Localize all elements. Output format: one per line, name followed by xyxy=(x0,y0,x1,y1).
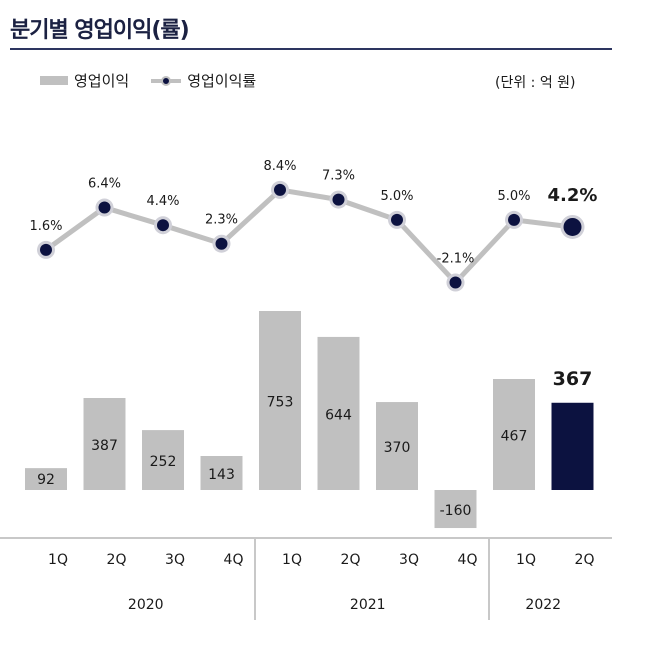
title-underline xyxy=(10,48,612,50)
rate-line xyxy=(44,187,573,287)
legend: 영업이익 영업이익률 xyxy=(40,70,256,91)
rate-marker xyxy=(508,213,520,226)
x-tick-label: 1Q xyxy=(48,552,68,568)
x-group-label: 2022 xyxy=(525,597,561,613)
rate-data-label: 8.4% xyxy=(263,159,296,174)
rate-data-label: 7.3% xyxy=(322,169,355,184)
bar-data-label: 644 xyxy=(325,407,352,423)
x-group-label: 2020 xyxy=(128,597,164,613)
x-tick-label: 2Q xyxy=(341,552,361,568)
bar-data-label: 252 xyxy=(150,454,177,470)
x-tick-label: 2Q xyxy=(575,552,595,568)
rate-marker xyxy=(157,219,169,232)
rate-data-label: 5.0% xyxy=(497,189,530,204)
x-tick-label: 4Q xyxy=(224,552,244,568)
unit-label: (단위 : 억 원) xyxy=(495,75,576,91)
x-tick-label: 4Q xyxy=(458,552,478,568)
rate-marker xyxy=(332,193,345,206)
x-tick-label: 2Q xyxy=(107,552,127,568)
bar-data-label: 467 xyxy=(501,428,528,444)
bar xyxy=(200,456,243,490)
rate-marker xyxy=(563,217,582,236)
rate-marker xyxy=(391,213,403,226)
bar xyxy=(83,398,126,490)
rate-marker xyxy=(215,237,228,250)
x-group-label: 2021 xyxy=(350,597,386,613)
rate-data-label: 6.4% xyxy=(88,177,121,192)
legend-label-bar: 영업이익 xyxy=(74,72,130,90)
rate-data-label: 1.6% xyxy=(29,219,62,234)
bar xyxy=(551,402,594,490)
bar xyxy=(25,468,67,490)
bar-data-label: -160 xyxy=(440,503,472,519)
rate-marker xyxy=(40,243,52,256)
x-tick-label: 1Q xyxy=(282,552,302,568)
bar xyxy=(493,378,535,490)
chart-title: 분기별 영업이익(률) xyxy=(10,18,190,43)
bar xyxy=(317,336,360,490)
bar-data-label: 370 xyxy=(384,440,411,456)
rate-data-label: -2.1% xyxy=(437,252,475,267)
bar-data-label: 387 xyxy=(91,438,118,454)
bar xyxy=(142,430,184,490)
rate-marker xyxy=(274,183,286,196)
bar-data-label: 92 xyxy=(37,472,55,488)
bar-data-label: 753 xyxy=(267,395,294,411)
legend-label-line: 영업이익률 xyxy=(187,72,257,90)
rate-data-label: 2.3% xyxy=(205,213,238,228)
x-tick-label: 3Q xyxy=(399,552,419,568)
x-tick-label: 1Q xyxy=(516,552,536,568)
x-tick-label: 3Q xyxy=(165,552,185,568)
legend-line-swatch xyxy=(151,75,182,86)
rate-data-label: 4.2% xyxy=(548,185,598,206)
bar-data-label: 367 xyxy=(553,368,593,390)
rate-data-label: 4.4% xyxy=(146,194,179,209)
legend-bar-swatch xyxy=(40,76,68,85)
rate-data-label: 5.0% xyxy=(380,189,413,204)
bar-data-label: 143 xyxy=(208,467,235,483)
rate-marker xyxy=(98,201,111,214)
rate-marker xyxy=(449,276,462,289)
bar xyxy=(259,311,301,490)
bar xyxy=(434,490,477,529)
bar xyxy=(376,402,418,490)
